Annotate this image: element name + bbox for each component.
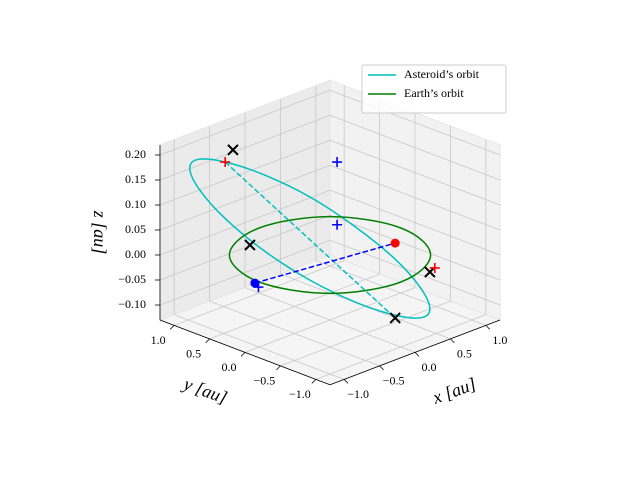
z-tick-label: 0.05 (125, 222, 146, 236)
grid-line (159, 189, 331, 256)
grid-line (329, 114, 501, 181)
grid-line (159, 89, 331, 156)
z-tick-label: −0.10 (118, 297, 146, 311)
grid-line (159, 139, 331, 206)
z-tick-label: 0.20 (125, 147, 146, 161)
grid-line (159, 114, 331, 181)
z-tick-label: 0.00 (125, 247, 146, 261)
marker (227, 144, 239, 156)
legend-label: Asteroid’s orbit (404, 67, 480, 81)
tick-mark (379, 365, 384, 371)
series-line (224, 161, 396, 319)
marker (332, 157, 343, 168)
grid-line (329, 214, 501, 281)
marker (250, 278, 260, 288)
grid-line (315, 314, 486, 380)
tick-mark (343, 379, 349, 384)
y-tick-label: 0.5 (186, 347, 201, 361)
grid-line (174, 260, 345, 326)
grid-line (159, 214, 331, 281)
x-tick-label: 0.0 (422, 360, 437, 374)
grid-line (329, 89, 501, 156)
tick-mark (414, 352, 420, 357)
z-tick-label: −0.05 (118, 272, 146, 286)
legend-label: Earth’s orbit (404, 86, 464, 100)
x-tick-label: −1.0 (347, 387, 369, 401)
y-tick-label: −1.0 (289, 387, 311, 401)
grid-line (159, 164, 331, 231)
grid-line (209, 273, 380, 340)
x-axis-line (329, 319, 501, 386)
y-tick-label: 1.0 (151, 333, 166, 347)
x-tick-label: 1.0 (492, 333, 507, 347)
marker (220, 157, 231, 168)
z-tick-label: 0.15 (125, 172, 146, 186)
tick-mark (240, 352, 246, 357)
legend-box (361, 64, 507, 114)
series-line (254, 242, 396, 284)
tick-mark (276, 365, 281, 371)
grid-line (329, 239, 501, 306)
series-line (188, 158, 431, 319)
grid-line (329, 164, 501, 231)
marker (429, 262, 440, 273)
grid-line (280, 300, 451, 367)
marker (389, 312, 401, 324)
grid-line (329, 189, 501, 256)
marker (390, 238, 400, 248)
x-tick-label: 0.5 (457, 347, 472, 361)
marker (244, 239, 256, 251)
grid-line (244, 287, 416, 353)
tick-mark (169, 325, 175, 330)
tick-mark (311, 379, 317, 384)
z-axis-label: z [au] (90, 210, 110, 255)
z-tick-label: 0.10 (125, 197, 146, 211)
tick-mark (450, 338, 455, 344)
tick-mark (485, 325, 491, 330)
tick-mark (205, 338, 210, 344)
grid-line (159, 239, 331, 306)
marker (332, 219, 343, 230)
grid-line (329, 139, 501, 206)
y-axis-line (159, 319, 331, 386)
x-tick-label: −0.5 (383, 374, 405, 388)
y-tick-label: −0.5 (254, 374, 276, 388)
legend: Asteroid’s orbit Earth’s orbit (361, 64, 507, 114)
y-tick-label: 0.0 (222, 360, 237, 374)
